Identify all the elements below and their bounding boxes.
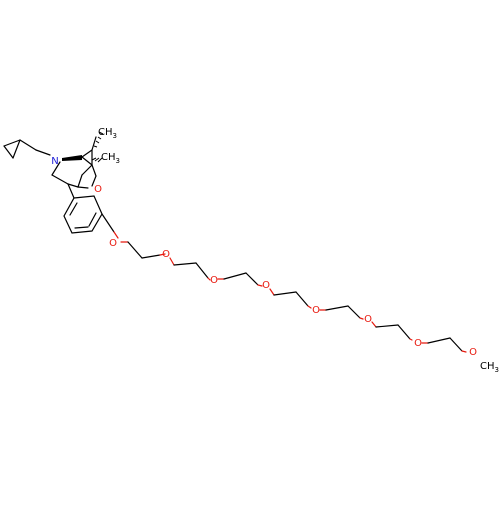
aryl-oxygen-label: O [109,238,117,249]
ketone-oxygen-label: O [94,184,102,195]
bridge-methyl-label: CH3 [101,152,120,165]
benzene-ring [63,195,103,234]
cyclopropyl-ring [3,139,21,159]
top-methyl-label: CH3 [98,127,117,140]
ether-oxygen-4-label: O [312,305,320,316]
ether-oxygen-5-label: O [364,314,372,325]
ether-oxygen-2-label: O [210,275,218,286]
ether-oxygen-6-label: O [414,338,422,349]
methoxy-methyl-label: CH3 [480,361,499,374]
methoxy-oxygen-label: O [469,347,477,358]
cyclopropyl-methylene-bond [19,139,37,151]
ether-oxygen-1-label: O [162,249,170,260]
peg-chain [101,213,467,353]
nitrogen-label: N [51,156,58,167]
ether-oxygen-3-label: O [262,280,270,291]
methylene-nitrogen-bond [35,149,51,156]
bicyclic-core [51,131,104,199]
